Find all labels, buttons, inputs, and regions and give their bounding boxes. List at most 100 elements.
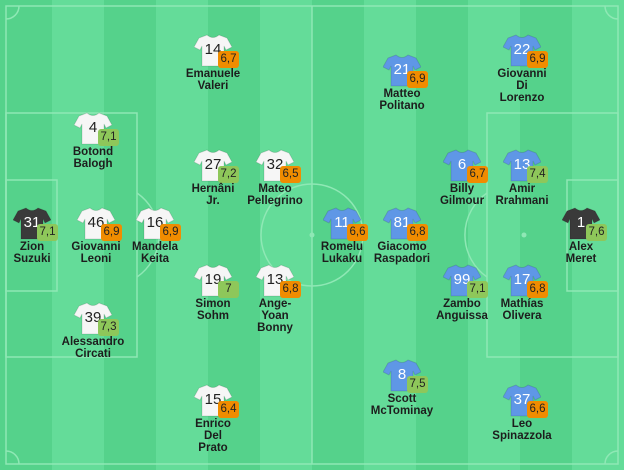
player-name-line: Billy [449,183,475,195]
player-name: Mateo Pellegrino [233,183,317,207]
player-name: Alex Meret [539,241,623,265]
player-rating-badge: 6,9 [101,224,122,241]
player-name-line: Leo [511,418,533,430]
jersey-number: 11 [334,214,350,231]
player-name-line: Amir [508,183,536,195]
player-card[interactable]: 6 6,7 Billy Gilmour [422,148,502,208]
player-card[interactable]: 11 6,6 Romelu Lukaku [302,206,382,266]
player-name-line: Simon [195,298,231,310]
right-penalty-spot [521,232,527,238]
corner-arc-bottom-right [604,450,619,465]
player-card[interactable]: 14 6,7 Emanuele Valeri [173,33,253,93]
player-rating-badge: 7,5 [407,376,428,393]
jersey-number: 16 [146,214,164,231]
player-card[interactable]: 13 6,8 Ange- Yoan Bonny [235,263,315,334]
corner-arc-bottom-left [5,450,20,465]
player-name: Giacomo Raspadori [360,241,444,265]
player-card[interactable]: 15 6,4 Enrico Del Prato [173,383,253,454]
player-name-line: McTominay [370,405,434,417]
jersey-icon: 22 [503,33,541,67]
player-name: Mandela Keita [113,241,197,265]
player-rating-badge: 6,9 [160,224,181,241]
player-rating-badge: 6,9 [527,51,548,68]
player-name-line: Keita [140,253,170,265]
player-rating-badge: 7,4 [527,166,548,183]
player-card[interactable]: 8 7,5 Scott McTominay [362,358,442,418]
player-rating-badge: 6,4 [218,401,239,418]
center-spot [309,232,315,238]
player-name-line: Ange- [258,298,292,310]
player-card[interactable]: 32 6,5 Mateo Pellegrino [235,148,315,208]
player-card[interactable]: 46 6,9 Giovanni Leoni [56,206,136,266]
player-name: Giovanni Leoni [54,241,138,265]
player-card[interactable]: 13 7,4 Amir Rrahmani [482,148,562,208]
player-name: Matteo Politano [360,88,444,112]
jersey-icon: 15 [194,383,232,417]
player-name-line: Romelu [320,241,364,253]
player-card[interactable]: 27 7,2 Hernâni Jr. [173,148,253,208]
player-card[interactable]: 81 6,8 Giacomo Raspadori [362,206,442,266]
jersey-icon: 14 [194,33,232,67]
player-card[interactable]: 99 7,1 Zambo Anguissa [422,263,502,323]
player-name-line: Politano [379,100,425,112]
player-rating-badge: 7 [218,281,239,298]
jersey-number: 31 [23,214,41,231]
player-name: Hernâni Jr. [171,183,255,207]
jersey-number: 8 [397,366,407,383]
player-rating-badge: 6,8 [280,281,301,298]
player-rating-badge: 7,3 [98,319,119,336]
player-name-line: Giovanni [497,68,547,80]
player-card[interactable]: 21 6,9 Matteo Politano [362,53,442,113]
player-name-line: Sohm [197,310,229,322]
player-name-line: Giacomo [377,241,427,253]
player-rating-badge: 6,5 [280,166,301,183]
player-card[interactable]: 37 6,6 Leo Spinazzola [482,383,562,443]
player-name-line: Bonny [257,322,293,334]
player-name-line: Raspadori [373,253,431,265]
player-card[interactable]: 4 7,1 Botond Balogh [53,111,133,171]
player-name-line: Lukaku [321,253,363,265]
player-card[interactable]: 1 7,6 Alex Meret [541,206,621,266]
player-name: Alessandro Circati [51,336,135,360]
player-name: Zambo Anguissa [420,298,504,322]
player-name-line: Alex [568,241,594,253]
player-rating-badge: 6,6 [347,224,368,241]
player-name-line: Olivera [502,310,542,322]
player-name-line: Zambo [443,298,481,310]
player-name-line: Alessandro [61,336,125,348]
player-card[interactable]: 17 6,8 Mathías Olivera [482,263,562,323]
jersey-number: 81 [393,214,411,231]
player-name: Romelu Lukaku [300,241,384,265]
player-name-line: Mandela [131,241,178,253]
jersey-number: 15 [204,391,222,408]
player-name-line: Zion [19,241,45,253]
player-name: Giovanni Di Lorenzo [480,68,564,104]
player-card[interactable]: 16 6,9 Mandela Keita [115,206,195,266]
player-name-line: Lorenzo [499,92,545,104]
player-card[interactable]: 22 6,9 Giovanni Di Lorenzo [482,33,562,104]
player-name: Emanuele Valeri [171,68,255,92]
player-name: Zion Suzuki [0,241,74,265]
player-name-line: Mathías [500,298,544,310]
player-card[interactable]: 39 7,3 Alessandro Circati [53,301,133,361]
jersey-number: 17 [513,271,531,288]
player-name: Leo Spinazzola [480,418,564,442]
player-name-line: Circati [75,348,111,360]
player-rating-badge: 7,6 [586,224,607,241]
player-name-line: Valeri [197,80,229,92]
player-name-line: Jr. [206,195,220,207]
player-rating-badge: 6,6 [527,401,548,418]
player-name-line: Hernâni [191,183,235,195]
player-rating-badge: 7,1 [37,224,58,241]
player-name: Botond Balogh [51,146,135,170]
player-name-line: Gilmour [439,195,485,207]
player-name-line: Leoni [80,253,112,265]
player-card[interactable]: 19 7 Simon Sohm [173,263,253,323]
player-name: Scott McTominay [360,393,444,417]
pitch-stripe [260,0,312,470]
jersey-number: 37 [513,391,531,408]
player-name-line: Anguissa [436,310,488,322]
player-name-line: Scott [387,393,417,405]
player-card[interactable]: 31 7,1 Zion Suzuki [0,206,72,266]
